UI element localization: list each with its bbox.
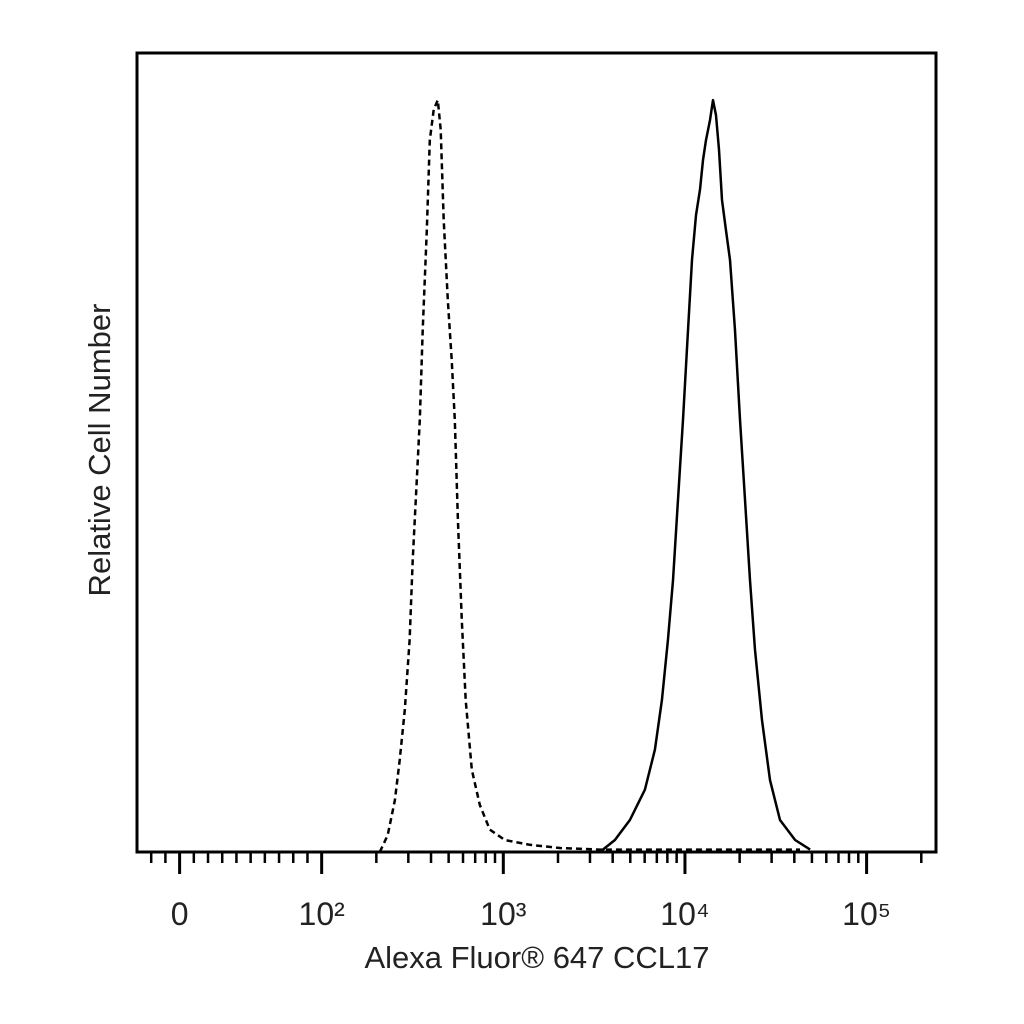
y-axis-label: Relative Cell Number bbox=[82, 304, 117, 597]
histogram-line bbox=[378, 98, 800, 853]
histogram-line bbox=[599, 98, 811, 853]
x-axis-label: Alexa Fluor® 647 CCL17 bbox=[364, 940, 709, 975]
x-tick-label: 10⁵ bbox=[842, 896, 891, 932]
x-tick-label: 10² bbox=[299, 896, 346, 932]
x-tick-label: 0 bbox=[171, 896, 189, 932]
x-tick-label: 10³ bbox=[480, 896, 527, 932]
x-tick-label: 10⁴ bbox=[660, 896, 709, 932]
plot-frame bbox=[135, 51, 938, 854]
